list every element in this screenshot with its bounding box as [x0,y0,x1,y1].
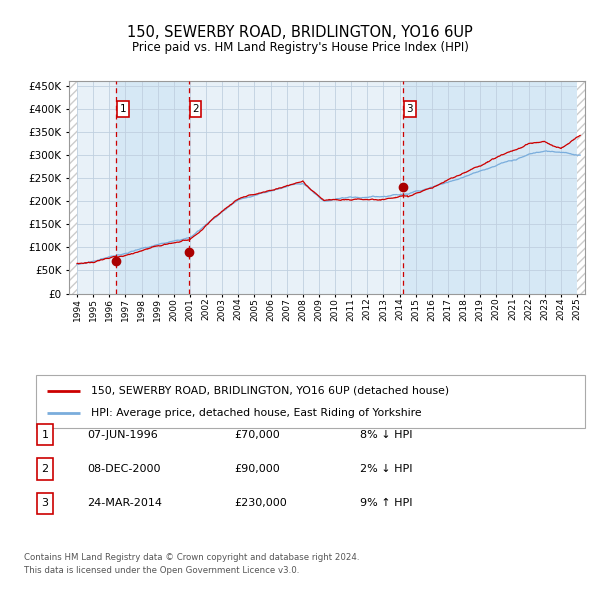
Text: HPI: Average price, detached house, East Riding of Yorkshire: HPI: Average price, detached house, East… [91,408,422,418]
Bar [116,81,189,294]
Text: £90,000: £90,000 [234,464,280,474]
Text: 2% ↓ HPI: 2% ↓ HPI [360,464,413,474]
Bar [403,81,577,294]
Text: 08-DEC-2000: 08-DEC-2000 [87,464,161,474]
Text: 150, SEWERBY ROAD, BRIDLINGTON, YO16 6UP: 150, SEWERBY ROAD, BRIDLINGTON, YO16 6UP [127,25,473,40]
Text: 2: 2 [41,464,49,474]
Text: 1: 1 [41,430,49,440]
Text: £70,000: £70,000 [234,430,280,440]
Text: 07-JUN-1996: 07-JUN-1996 [87,430,158,440]
Text: 2: 2 [192,104,199,114]
Text: £230,000: £230,000 [234,499,287,508]
Text: 1: 1 [119,104,126,114]
Text: 24-MAR-2014: 24-MAR-2014 [87,499,162,508]
Text: Contains HM Land Registry data © Crown copyright and database right 2024.: Contains HM Land Registry data © Crown c… [24,553,359,562]
Text: 3: 3 [406,104,413,114]
Text: 150, SEWERBY ROAD, BRIDLINGTON, YO16 6UP (detached house): 150, SEWERBY ROAD, BRIDLINGTON, YO16 6UP… [91,386,449,395]
Text: 9% ↑ HPI: 9% ↑ HPI [360,499,413,508]
Text: This data is licensed under the Open Government Licence v3.0.: This data is licensed under the Open Gov… [24,566,299,575]
Text: Price paid vs. HM Land Registry's House Price Index (HPI): Price paid vs. HM Land Registry's House … [131,41,469,54]
Text: 8% ↓ HPI: 8% ↓ HPI [360,430,413,440]
Text: 3: 3 [41,499,49,508]
